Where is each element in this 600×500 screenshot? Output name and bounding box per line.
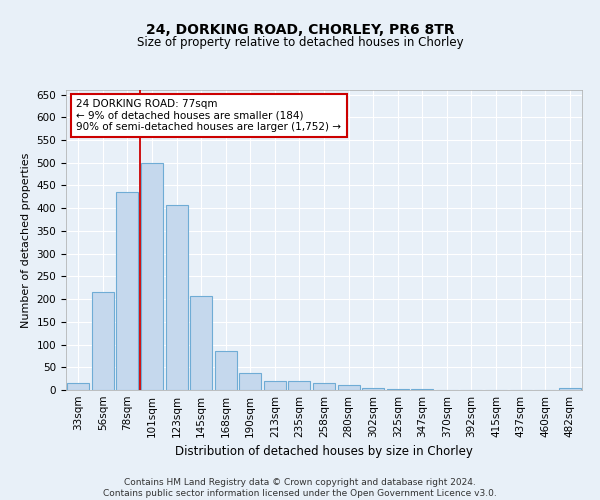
Bar bbox=[190, 296, 212, 390]
Bar bbox=[313, 383, 335, 390]
Bar bbox=[67, 383, 89, 390]
Bar bbox=[141, 162, 163, 390]
Bar bbox=[338, 386, 359, 390]
Bar bbox=[264, 382, 286, 390]
Bar bbox=[289, 382, 310, 390]
Text: 24, DORKING ROAD, CHORLEY, PR6 8TR: 24, DORKING ROAD, CHORLEY, PR6 8TR bbox=[146, 22, 454, 36]
Bar bbox=[411, 389, 433, 390]
Bar bbox=[116, 192, 139, 390]
X-axis label: Distribution of detached houses by size in Chorley: Distribution of detached houses by size … bbox=[175, 446, 473, 458]
Bar bbox=[559, 388, 581, 390]
Text: Size of property relative to detached houses in Chorley: Size of property relative to detached ho… bbox=[137, 36, 463, 49]
Text: Contains HM Land Registry data © Crown copyright and database right 2024.
Contai: Contains HM Land Registry data © Crown c… bbox=[103, 478, 497, 498]
Y-axis label: Number of detached properties: Number of detached properties bbox=[21, 152, 31, 328]
Bar bbox=[215, 352, 237, 390]
Bar bbox=[92, 292, 114, 390]
Bar bbox=[166, 205, 188, 390]
Bar bbox=[362, 388, 384, 390]
Bar bbox=[239, 372, 262, 390]
Bar bbox=[386, 388, 409, 390]
Text: 24 DORKING ROAD: 77sqm
← 9% of detached houses are smaller (184)
90% of semi-det: 24 DORKING ROAD: 77sqm ← 9% of detached … bbox=[76, 99, 341, 132]
